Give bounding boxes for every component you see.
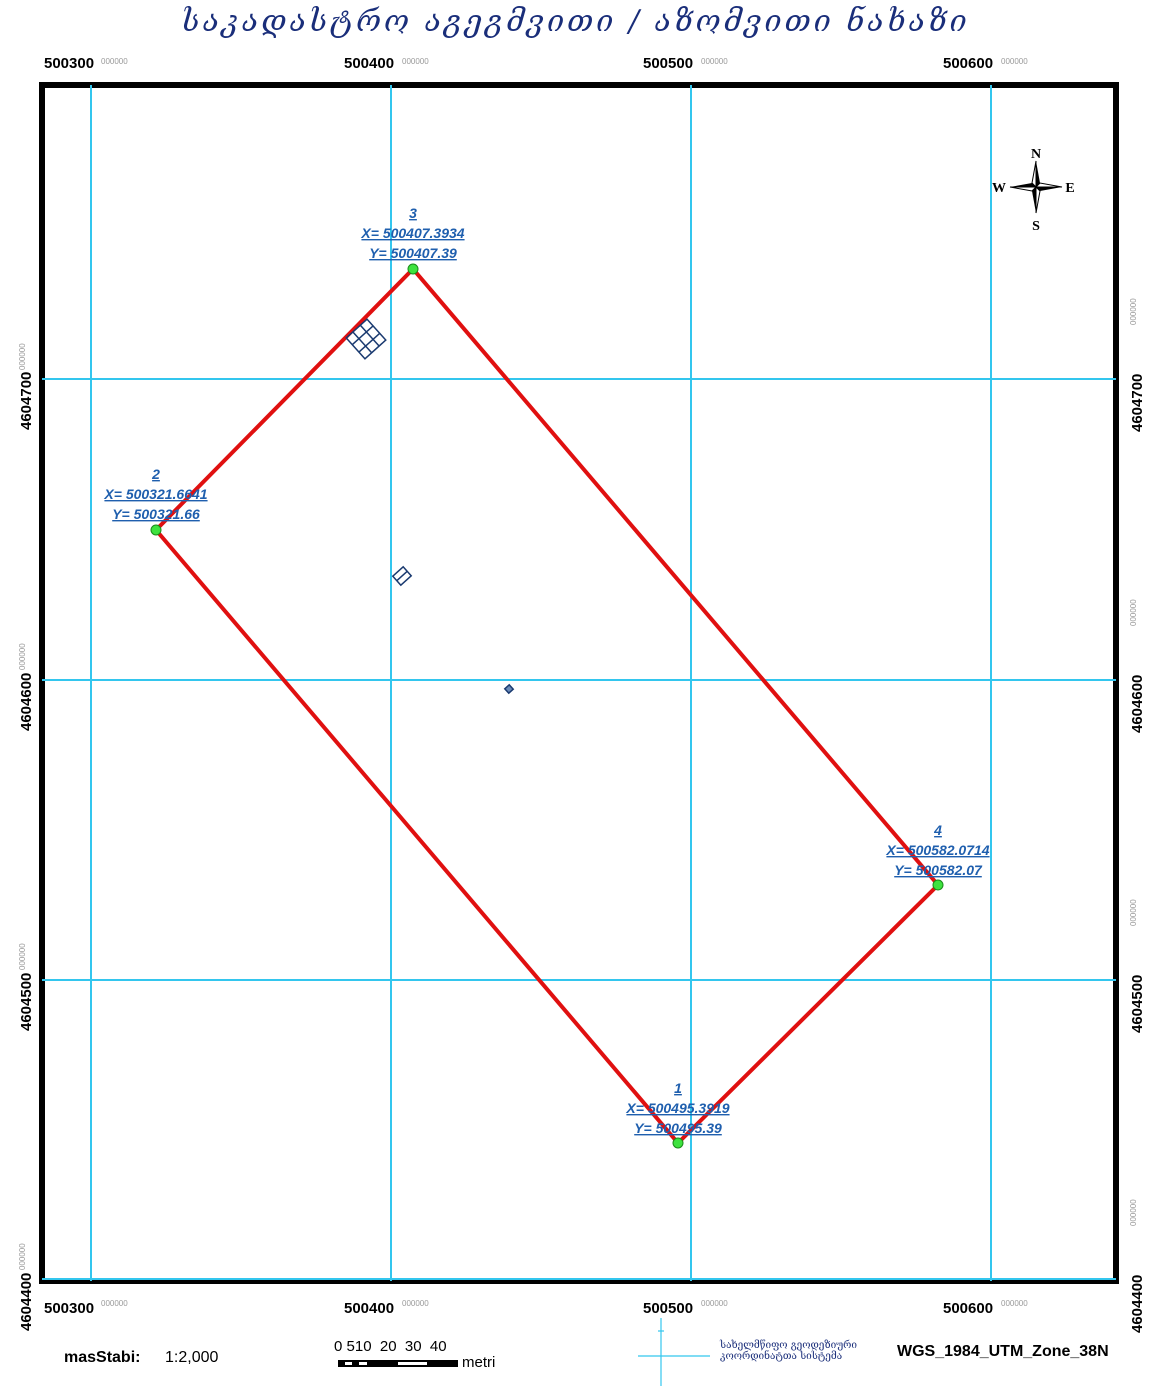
- x-label-bottom-2-dec: 000000: [402, 1299, 429, 1308]
- vertex-2-x: X= 500321.6641: [103, 486, 207, 502]
- x-label-top-3-dec: 000000: [701, 57, 728, 66]
- x-label-top-2: 500400: [344, 55, 394, 72]
- compass-e: E: [1065, 181, 1074, 196]
- y-label-right-4-dec: 000000: [1129, 1199, 1138, 1226]
- y-label-left-2: 4604600: [18, 673, 35, 731]
- building-tiny: [503, 683, 515, 695]
- y-label-left-2-dec: 000000: [18, 643, 27, 670]
- scale-bar: [338, 1360, 458, 1367]
- scale-value: 1:2,000: [165, 1349, 219, 1366]
- x-label-bottom-3: 500500: [643, 1300, 693, 1317]
- y-label-left-1-dec: 000000: [18, 343, 27, 370]
- parcel-vertices: [150, 263, 944, 1149]
- y-label-right-1: 4604700: [1129, 374, 1146, 432]
- x-label-top-2-dec: 000000: [402, 57, 429, 66]
- map-title: საკადასტრო აგეგმვითი / აზომვითი ნახაზი: [181, 4, 970, 39]
- y-label-left-3: 4604500: [18, 973, 35, 1031]
- vertex-1: [672, 1137, 684, 1149]
- compass-s: S: [1032, 219, 1040, 234]
- vertex-1-x: X= 500495.3919: [625, 1100, 729, 1116]
- coordinate-system: WGS_1984_UTM_Zone_38N: [897, 1343, 1109, 1360]
- vertex-labels: 3 X= 500407.3934 Y= 500407.39 2 X= 50032…: [103, 205, 989, 1136]
- x-label-top-4-dec: 000000: [1001, 57, 1028, 66]
- x-label-bottom-1: 500300: [44, 1300, 94, 1317]
- y-label-left-4-dec: 000000: [18, 1243, 27, 1270]
- y-labels-left: 4604700 000000 4604600 000000 4604500 00…: [18, 343, 35, 1331]
- x-label-top-1: 500300: [44, 55, 94, 72]
- y-label-right-2-dec: 000000: [1129, 599, 1138, 626]
- y-label-right-3-dec: 000000: [1129, 899, 1138, 926]
- x-label-bottom-1-dec: 000000: [101, 1299, 128, 1308]
- building-footprints: [345, 318, 515, 695]
- y-label-right-3: 4604500: [1129, 975, 1146, 1033]
- vertex-1-y: Y= 500495.39: [634, 1120, 722, 1136]
- x-label-top-4: 500600: [943, 55, 993, 72]
- vertex-3-id: 3: [409, 205, 417, 221]
- grid-lines: [42, 85, 1116, 1281]
- vertex-4-x: X= 500582.0714: [885, 842, 989, 858]
- compass-n: N: [1031, 147, 1041, 162]
- y-label-left-4: 4604400: [18, 1273, 35, 1331]
- x-label-top-1-dec: 000000: [101, 57, 128, 66]
- y-label-left-1: 4604700: [18, 372, 35, 430]
- compass-rose-icon: N S E W: [992, 147, 1075, 234]
- vertex-3-x: X= 500407.3934: [360, 225, 464, 241]
- scale-label: masStabi:: [64, 1349, 141, 1366]
- building-small: [391, 565, 413, 587]
- vertex-2: [150, 524, 162, 536]
- vertex-2-id: 2: [151, 466, 160, 482]
- y-labels-right: 000000 4604700 000000 4604600 000000 460…: [1129, 298, 1146, 1333]
- compass-w: W: [992, 181, 1006, 196]
- logo-text-line-1: სახელმწიფო გეოდეზიური: [720, 1340, 858, 1351]
- geodetic-logo-icon: [638, 1318, 710, 1386]
- y-label-right-1-dec: 000000: [1129, 298, 1138, 325]
- y-label-left-3-dec: 000000: [18, 943, 27, 970]
- scalebar-unit: metri: [462, 1354, 496, 1371]
- x-label-top-3: 500500: [643, 55, 693, 72]
- x-labels-bottom: 500300 000000 500400 000000 500500 00000…: [44, 1299, 1028, 1317]
- vertex-4-id: 4: [933, 822, 942, 838]
- building-grid-symbol: [345, 318, 387, 360]
- x-label-bottom-2: 500400: [344, 1300, 394, 1317]
- vertex-3-y: Y= 500407.39: [369, 245, 457, 261]
- vertex-2-y: Y= 500321.66: [112, 506, 200, 522]
- y-label-right-2: 4604600: [1129, 675, 1146, 733]
- x-label-bottom-4-dec: 000000: [1001, 1299, 1028, 1308]
- vertex-1-id: 1: [674, 1080, 682, 1096]
- map-frame: [39, 82, 1119, 1284]
- x-label-bottom-4: 500600: [943, 1300, 993, 1317]
- logo-text-line-2: კოორდინატთა სისტემა: [720, 1351, 843, 1362]
- x-label-bottom-3-dec: 000000: [701, 1299, 728, 1308]
- vertex-4: [932, 879, 944, 891]
- x-labels-top: 500300 000000 500400 000000 500500 00000…: [44, 55, 1028, 72]
- y-label-right-4: 4604400: [1129, 1275, 1146, 1333]
- vertex-4-y: Y= 500582.07: [894, 862, 983, 878]
- vertex-3: [407, 263, 419, 275]
- scalebar-ticks: 0 510 20 30 40: [334, 1338, 447, 1355]
